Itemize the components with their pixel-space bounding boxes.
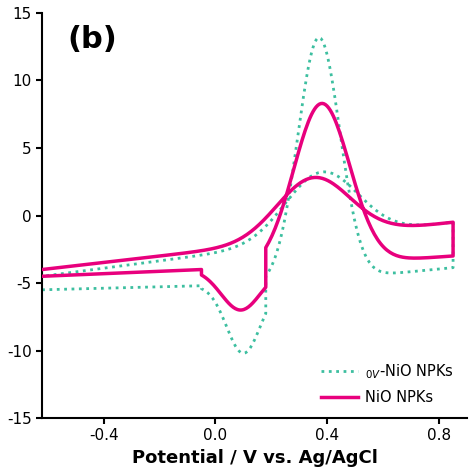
X-axis label: Potential / V vs. Ag/AgCl: Potential / V vs. Ag/AgCl: [132, 449, 377, 467]
$_{0V}$-NiO NPKs: [154, 258, 159, 264]
NiO NPKs: [154, 254, 159, 259]
NiO NPKs: [134, 256, 140, 262]
$_{0V}$-NiO NPKs: [47, 287, 53, 292]
$_{0V}$-NiO NPKs: [240, 350, 246, 356]
NiO NPKs: [47, 273, 53, 279]
Legend: $_{0V}$-NiO NPKs, NiO NPKs: $_{0V}$-NiO NPKs, NiO NPKs: [315, 356, 460, 411]
NiO NPKs: [238, 307, 244, 313]
NiO NPKs: [39, 267, 45, 273]
NiO NPKs: [132, 270, 138, 275]
NiO NPKs: [39, 273, 45, 279]
$_{0V}$-NiO NPKs: [264, 221, 270, 227]
$_{0V}$-NiO NPKs: [307, 174, 313, 180]
NiO NPKs: [319, 100, 325, 106]
Text: (b): (b): [68, 25, 118, 54]
Line: $_{0V}$-NiO NPKs: $_{0V}$-NiO NPKs: [42, 37, 453, 353]
$_{0V}$-NiO NPKs: [134, 261, 140, 267]
NiO NPKs: [307, 175, 313, 181]
$_{0V}$-NiO NPKs: [39, 273, 45, 279]
$_{0V}$-NiO NPKs: [39, 287, 45, 292]
$_{0V}$-NiO NPKs: [132, 284, 138, 290]
$_{0V}$-NiO NPKs: [317, 35, 322, 40]
Line: NiO NPKs: NiO NPKs: [42, 103, 453, 310]
NiO NPKs: [264, 213, 270, 219]
